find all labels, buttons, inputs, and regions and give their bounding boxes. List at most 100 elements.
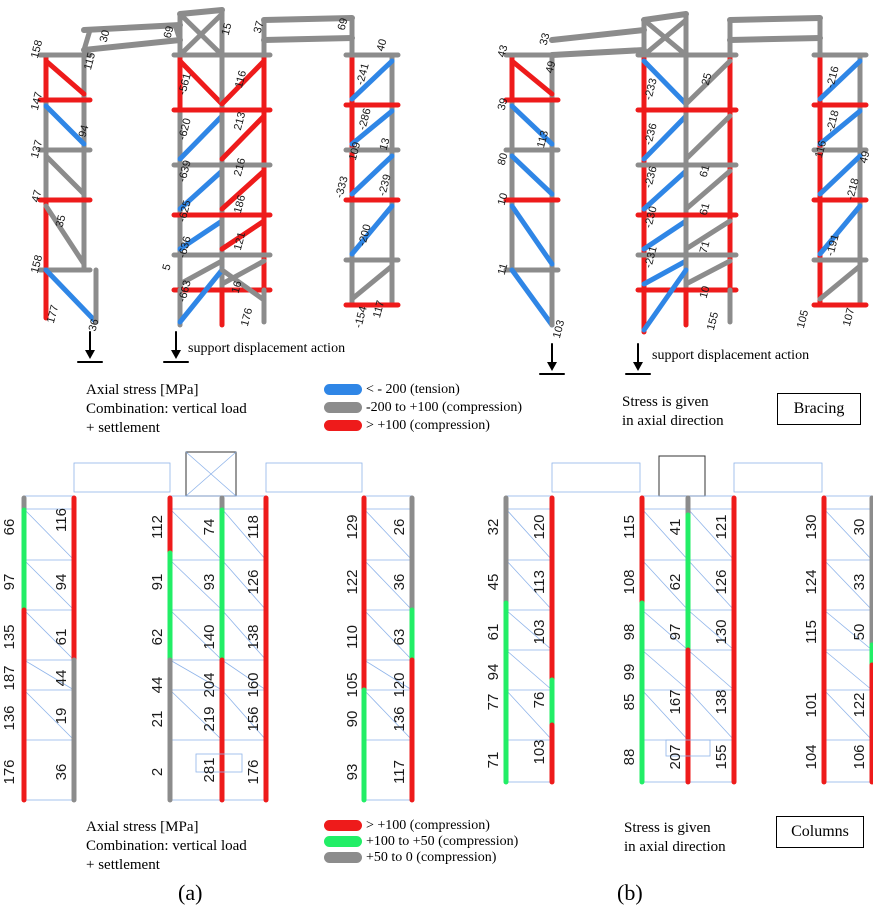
caption-line: in axial direction xyxy=(624,839,726,855)
bracing-stress-label: -636 xyxy=(176,235,193,259)
bracing-stress-label: 39 xyxy=(496,97,511,112)
column-stress-label: 167 xyxy=(667,689,684,714)
arrow-head xyxy=(171,350,181,359)
frame-diagonal xyxy=(169,508,223,561)
bracing-stress-label: -663 xyxy=(176,279,193,303)
legend-swatch xyxy=(324,820,362,832)
bracing-stress-label: 10 xyxy=(496,192,511,207)
bracing-stress-label: 13 xyxy=(378,137,393,152)
caption-line: Combination: vertical load xyxy=(86,838,247,854)
bracing-stress-label: 109 xyxy=(347,141,363,162)
column-stress-label: 187 xyxy=(1,665,18,690)
diagonal-brace xyxy=(509,58,555,97)
column-stress-label: 112 xyxy=(149,515,166,539)
legend-label: +100 to +50 (compression) xyxy=(366,834,519,849)
column-stress-label: 45 xyxy=(485,574,502,591)
bracing-stress-label: 176 xyxy=(239,307,255,328)
diagonal-brace xyxy=(349,108,395,147)
legend-label: > +100 (compression) xyxy=(366,418,490,433)
column-stress-label: 74 xyxy=(201,519,218,536)
diagonal-brace xyxy=(641,113,689,162)
column-stress-label: 66 xyxy=(1,519,18,536)
column-stress-label: 155 xyxy=(713,744,730,769)
column-stress-label: 122 xyxy=(851,692,868,717)
bracing-stress-label: -191 xyxy=(824,233,841,257)
bracing-stress-label: -216 xyxy=(824,65,841,89)
diagonal-brace xyxy=(683,113,733,162)
diagonal-brace xyxy=(219,218,267,252)
column-stress-label: 116 xyxy=(53,508,70,532)
column-stress-label: 63 xyxy=(391,629,408,646)
frame-diagonal xyxy=(505,609,553,651)
legend-item: +50 to 0 (compression) xyxy=(324,850,518,866)
column-stress-label: 122 xyxy=(344,569,361,594)
columns-box-label: Columns xyxy=(776,816,864,848)
legend-swatch xyxy=(324,852,362,864)
column-stress-label: 160 xyxy=(245,672,262,697)
arrow-head xyxy=(633,362,643,371)
column-stress-label: 62 xyxy=(667,574,684,591)
frame-diagonal xyxy=(687,649,735,691)
frame-diagonal xyxy=(169,659,223,691)
diagonal-brace xyxy=(641,218,689,252)
bracing-stress-label: 40 xyxy=(375,38,390,53)
column-stress-label: 207 xyxy=(667,744,684,769)
bracing-stress-label: 36 xyxy=(87,318,102,333)
caption-line: + settlement xyxy=(86,857,160,873)
bracing-stress-label: 11 xyxy=(496,262,511,276)
bracing-stress-label: 15 xyxy=(220,22,235,37)
diagonal-brace xyxy=(43,58,87,97)
bracing-stress-label: 49 xyxy=(544,60,559,75)
column-stress-label: 105 xyxy=(344,672,361,697)
diagonal-brace xyxy=(177,267,225,325)
bracing-stress-label: 30 xyxy=(98,29,113,44)
column-stress-label: 32 xyxy=(485,519,502,536)
diagonal-brace xyxy=(177,113,225,162)
diagonal-brace xyxy=(683,258,733,287)
column-stress-label: 124 xyxy=(803,569,820,594)
frame-diagonal xyxy=(641,508,689,561)
bracing-caption-a: Axial stress [MPa] Combination: vertical… xyxy=(86,381,247,438)
column-stress-label: 94 xyxy=(53,574,70,591)
truss-chord xyxy=(727,15,823,23)
diagonal-brace xyxy=(349,263,395,302)
bracing-stress-label: 155 xyxy=(705,311,721,332)
truss-chord xyxy=(81,22,183,33)
bracing-stress-label: 5 xyxy=(161,263,174,272)
caption-line: in axial direction xyxy=(622,413,724,429)
columns-caption-b: Stress is given in axial direction xyxy=(624,819,726,857)
diagonal-brace xyxy=(177,218,225,252)
column-stress-label: 91 xyxy=(149,574,166,591)
frame-diagonal xyxy=(505,508,553,561)
bracing-stress-label: -154 xyxy=(352,305,369,329)
bracing-stress-label: 35 xyxy=(54,214,69,229)
diagonal-brace xyxy=(817,153,863,197)
column-stress-label: 126 xyxy=(713,569,730,594)
arrow-head xyxy=(547,362,557,371)
column-stress-label: 62 xyxy=(149,629,166,646)
bracing-stress-label: -231 xyxy=(642,245,659,269)
frame-diagonal xyxy=(221,508,267,561)
truss-post xyxy=(81,27,93,53)
bracing-stress-label: -236 xyxy=(642,165,659,189)
column-stress-label: 61 xyxy=(485,624,502,641)
diagonal-brace xyxy=(817,263,863,302)
support-label-b: support displacement action xyxy=(652,348,810,363)
column-stress-label: 176 xyxy=(1,759,18,784)
diagonal-brace xyxy=(219,168,267,212)
bracing-stress-label: -230 xyxy=(642,205,659,229)
column-diagrams: 66 116 97 94 135 61 187 44 136 19 176 36 112 74 118 91 9… xyxy=(1,451,873,803)
column-stress-label: 129 xyxy=(344,514,361,539)
frame-diagonal xyxy=(363,659,413,691)
base-box xyxy=(195,753,243,773)
legend-swatch xyxy=(324,402,362,414)
bracing-stress-label: 61 xyxy=(698,164,713,179)
column-stress-label: 85 xyxy=(621,694,638,711)
diagonal-brace xyxy=(509,103,555,147)
truss-diag xyxy=(177,11,225,58)
truss-chord xyxy=(727,35,823,43)
column-stress-label: 115 xyxy=(621,515,638,539)
bracing-stress-label: 117 xyxy=(371,299,387,319)
column-stress-label: 136 xyxy=(391,706,408,731)
